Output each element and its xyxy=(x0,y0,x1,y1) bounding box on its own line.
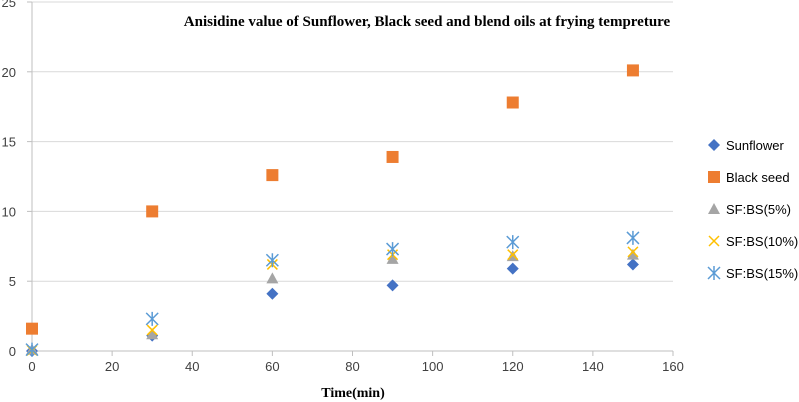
point-sunflower-60 xyxy=(266,287,279,300)
point-black-seed-0 xyxy=(26,322,38,335)
point-sf-bs-10--150 xyxy=(627,246,639,258)
legend-label: Black seed xyxy=(726,170,790,185)
legend-marker-1 xyxy=(708,171,720,183)
axes xyxy=(31,2,673,352)
y-axis-ticks: 0 5 10 15 20 25 xyxy=(2,0,32,359)
point-sf-bs-15--60 xyxy=(265,253,279,268)
point-sunflower-150 xyxy=(626,258,639,271)
point-sf-bs-15--120 xyxy=(506,235,520,250)
x-tick-label: 160 xyxy=(662,359,684,374)
point-sf-bs-5--90 xyxy=(386,252,399,264)
point-sunflower-120 xyxy=(506,262,519,275)
point-sf-bs-5--60 xyxy=(266,272,279,284)
y-tick-label: 0 xyxy=(9,344,16,359)
x-tick-label: 80 xyxy=(345,359,359,374)
point-sf-bs-15--0 xyxy=(25,342,39,357)
point-black-seed-30 xyxy=(146,205,159,218)
legend-marker-3 xyxy=(708,235,720,247)
point-sf-bs-15--30 xyxy=(145,311,159,326)
gridlines xyxy=(32,1,673,282)
point-black-seed-150 xyxy=(626,64,639,77)
legend-marker-0 xyxy=(708,139,720,151)
point-black-seed-60 xyxy=(266,169,279,182)
y-tick-label: 10 xyxy=(2,204,16,219)
legend-label: Sunflower xyxy=(726,138,784,153)
point-black-seed-120 xyxy=(506,96,519,109)
point-sf-bs-10--120 xyxy=(507,249,519,261)
point-sf-bs-5--30 xyxy=(146,328,159,340)
x-tick-label: 20 xyxy=(105,359,119,374)
point-sf-bs-5--150 xyxy=(626,248,639,260)
x-tick-label: 100 xyxy=(422,359,444,374)
point-sunflower-90 xyxy=(386,279,399,292)
point-black-seed-90 xyxy=(386,150,399,163)
x-tick-label: 120 xyxy=(502,359,524,374)
point-sf-bs-10--30 xyxy=(146,324,158,336)
legend-marker-2 xyxy=(708,203,720,214)
data-points xyxy=(25,64,640,357)
legend-label: SF:BS(5%) xyxy=(726,202,791,217)
y-tick-label: 5 xyxy=(9,274,16,289)
x-tick-label: 40 xyxy=(185,359,199,374)
x-tick-label: 140 xyxy=(582,359,604,374)
x-tick-label: 60 xyxy=(265,359,279,374)
legend-marker-4 xyxy=(707,266,721,280)
point-sf-bs-15--90 xyxy=(386,242,400,257)
x-axis-title: Time(min) xyxy=(321,386,385,401)
point-sf-bs-15--150 xyxy=(626,230,640,245)
legend-label: SF:BS(15%) xyxy=(726,266,798,281)
x-axis-ticks: 0 20 40 60 80 100 120 140 160 xyxy=(28,351,684,374)
y-tick-label: 15 xyxy=(2,135,16,150)
y-tick-label: 20 xyxy=(2,65,16,80)
x-tick-label: 0 xyxy=(28,359,35,374)
legend-label: SF:BS(10%) xyxy=(726,234,798,249)
chart-title: Anisidine value of Sunflower, Black seed… xyxy=(184,14,671,30)
y-tick-label: 25 xyxy=(2,0,16,10)
legend: Sunflower Black seed SF:BS(5%) SF:BS(10%) SF… xyxy=(707,138,798,281)
